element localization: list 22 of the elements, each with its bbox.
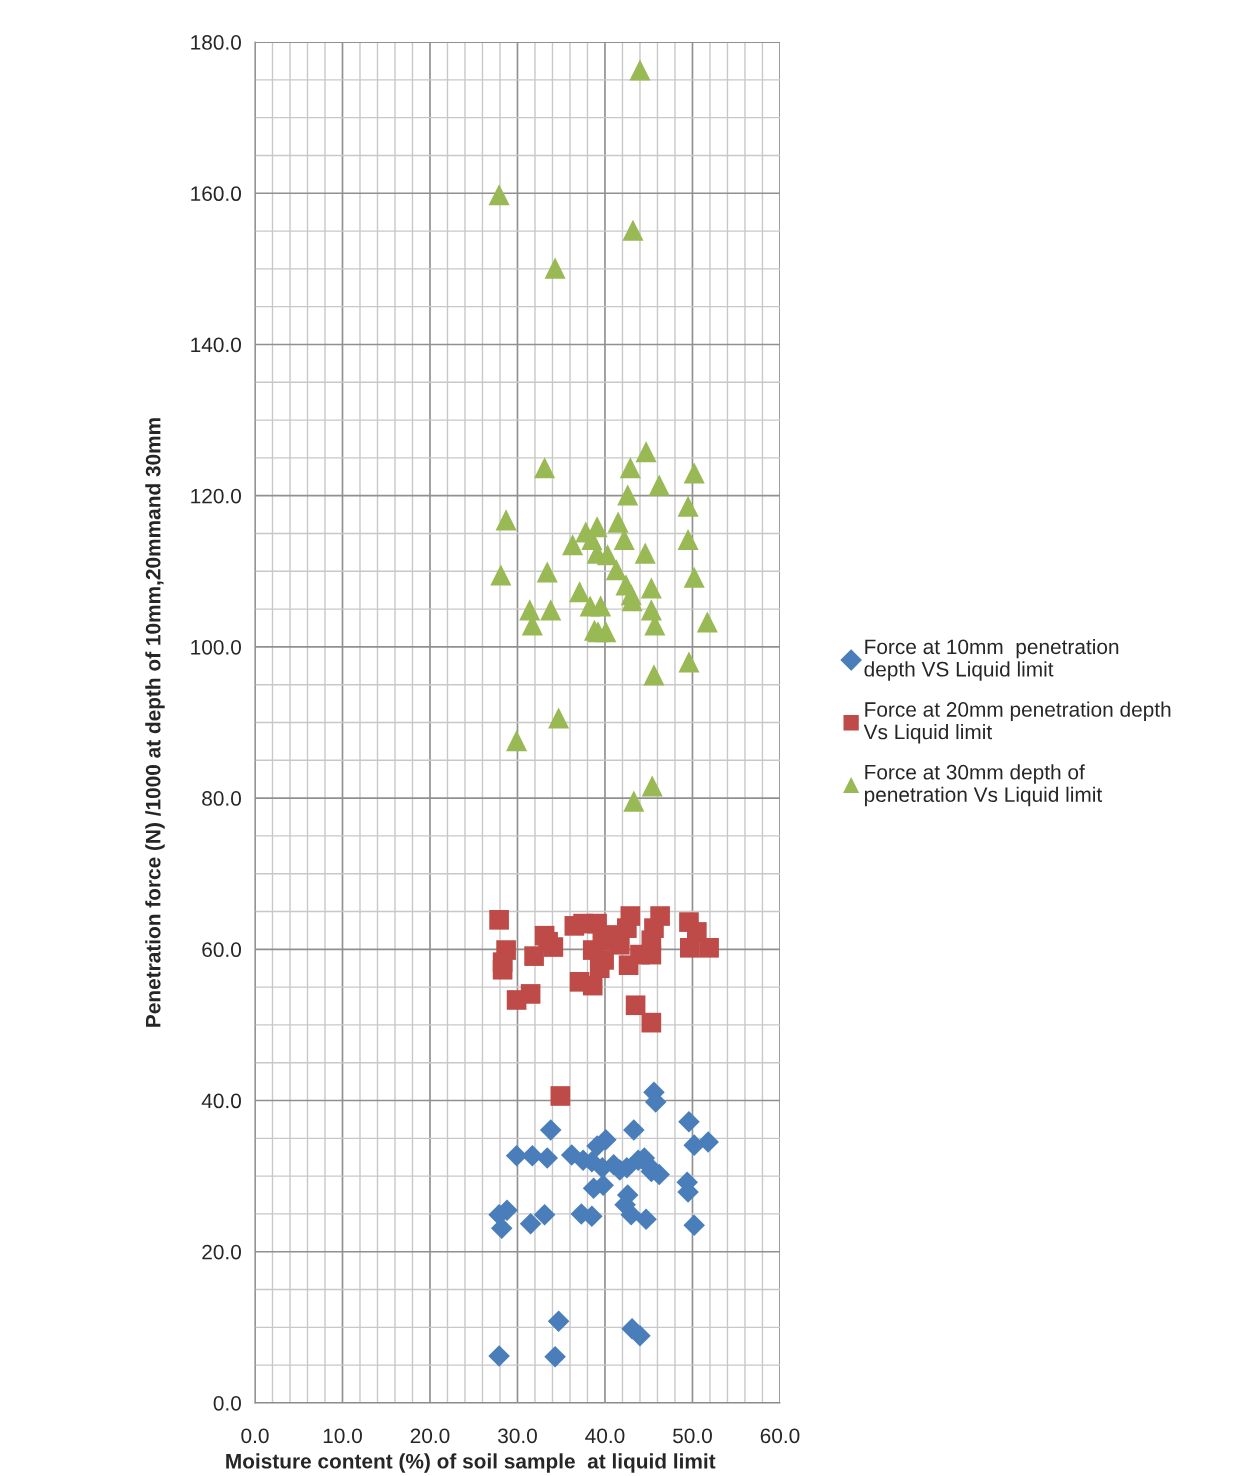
x-axis-title: Moisture content (%) of soil sample at liquid limit [226, 1453, 716, 1473]
legend-label: Force at 20mm penetration depth Vs Liquid limit [863, 701, 1171, 744]
y-tick-label: 40.0 [201, 1093, 241, 1109]
x-tick-label: 40.0 [585, 1428, 625, 1444]
legend-label: Force at 10mm penetration depth VS Liquid limit [864, 638, 1119, 681]
y-tick-label: 140.0 [191, 337, 241, 353]
x-tick-label: 0.0 [241, 1428, 269, 1444]
y-tick-label: 0.0 [213, 1395, 241, 1411]
legend-label: Force at 30mm depth of penetration Vs Liquid limit [864, 764, 1103, 807]
x-tick-label: 30.0 [498, 1428, 537, 1444]
y-tick-label: 80.0 [202, 791, 241, 806]
y-tick-label: 120.0 [191, 488, 241, 504]
y-axis-title: Penetration force (N) /1000 at depth of 10mm,20mmand 30mm [145, 418, 165, 1027]
y-tick-label: 20.0 [202, 1244, 241, 1260]
x-tick-label: 50.0 [673, 1428, 712, 1444]
y-tick-label: 60.0 [202, 942, 241, 958]
x-tick-label: 10.0 [323, 1428, 362, 1444]
y-tick-label: 100.0 [191, 639, 241, 655]
x-tick-label: 20.0 [410, 1428, 450, 1444]
y-tick-label: 160.0 [191, 186, 241, 202]
y-tick-label: 180.0 [191, 35, 241, 50]
x-tick-label: 60.0 [760, 1428, 800, 1444]
